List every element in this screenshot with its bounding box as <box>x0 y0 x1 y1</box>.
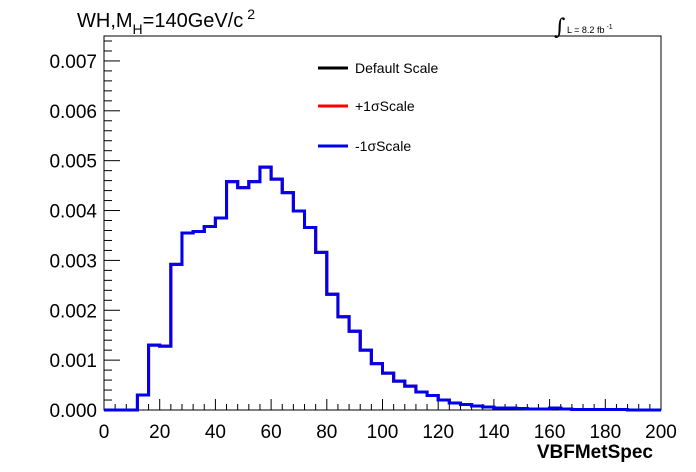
chart-title: WH,MH=140GeV/c 2 <box>77 6 255 37</box>
x-tick-label: 120 <box>422 422 454 443</box>
y-tick-label: 0.006 <box>49 102 97 123</box>
lumi-label: L = 8.2 fb -1 <box>567 24 613 35</box>
legend: Default Scale +1σScale -1σScale <box>318 60 438 154</box>
x-tick-label: 100 <box>367 422 399 443</box>
x-tick-label: 140 <box>478 422 510 443</box>
lumi-integral-sign: ∫ <box>554 15 566 40</box>
y-tick-label: 0.007 <box>49 52 97 73</box>
x-tick-label: 40 <box>205 422 226 443</box>
x-tick-label: 20 <box>149 422 170 443</box>
y-tick-label: 0.000 <box>49 401 97 422</box>
y-tick-label: 0.004 <box>49 202 97 223</box>
y-tick-label: 0.001 <box>49 351 97 372</box>
legend-label: -1σScale <box>355 138 411 154</box>
x-axis-label: VBFMetSpec <box>537 442 654 463</box>
title-subscript: H <box>133 21 143 37</box>
plot-frame <box>103 35 662 411</box>
x-axis-ticks: 0 20 40 60 80 100 120 140 160 180 200 <box>99 399 677 443</box>
title-rest: =140GeV/c <box>143 10 244 32</box>
series-line-3 <box>104 165 661 412</box>
x-tick-label: 180 <box>589 422 621 443</box>
title-superscript: 2 <box>247 6 255 22</box>
legend-label: Default Scale <box>355 60 438 76</box>
series-layer <box>104 165 661 412</box>
legend-label: +1σScale <box>355 98 415 114</box>
x-tick-label: 60 <box>261 422 282 443</box>
y-tick-label: 0.003 <box>49 251 97 272</box>
lumi-text: L = 8.2 fb <box>567 25 604 35</box>
x-tick-label: 0 <box>99 422 110 443</box>
y-tick-label: 0.002 <box>49 301 97 322</box>
title-main: WH,M <box>77 10 133 32</box>
x-tick-label: 200 <box>645 422 677 443</box>
x-tick-label: 80 <box>316 422 337 443</box>
x-tick-label: 160 <box>534 422 566 443</box>
y-axis-ticks: 0.000 0.001 0.002 0.003 0.004 0.005 0.006 0.007 <box>49 40 120 422</box>
y-tick-label: 0.005 <box>49 152 97 173</box>
lumi-superscript: -1 <box>606 24 612 31</box>
